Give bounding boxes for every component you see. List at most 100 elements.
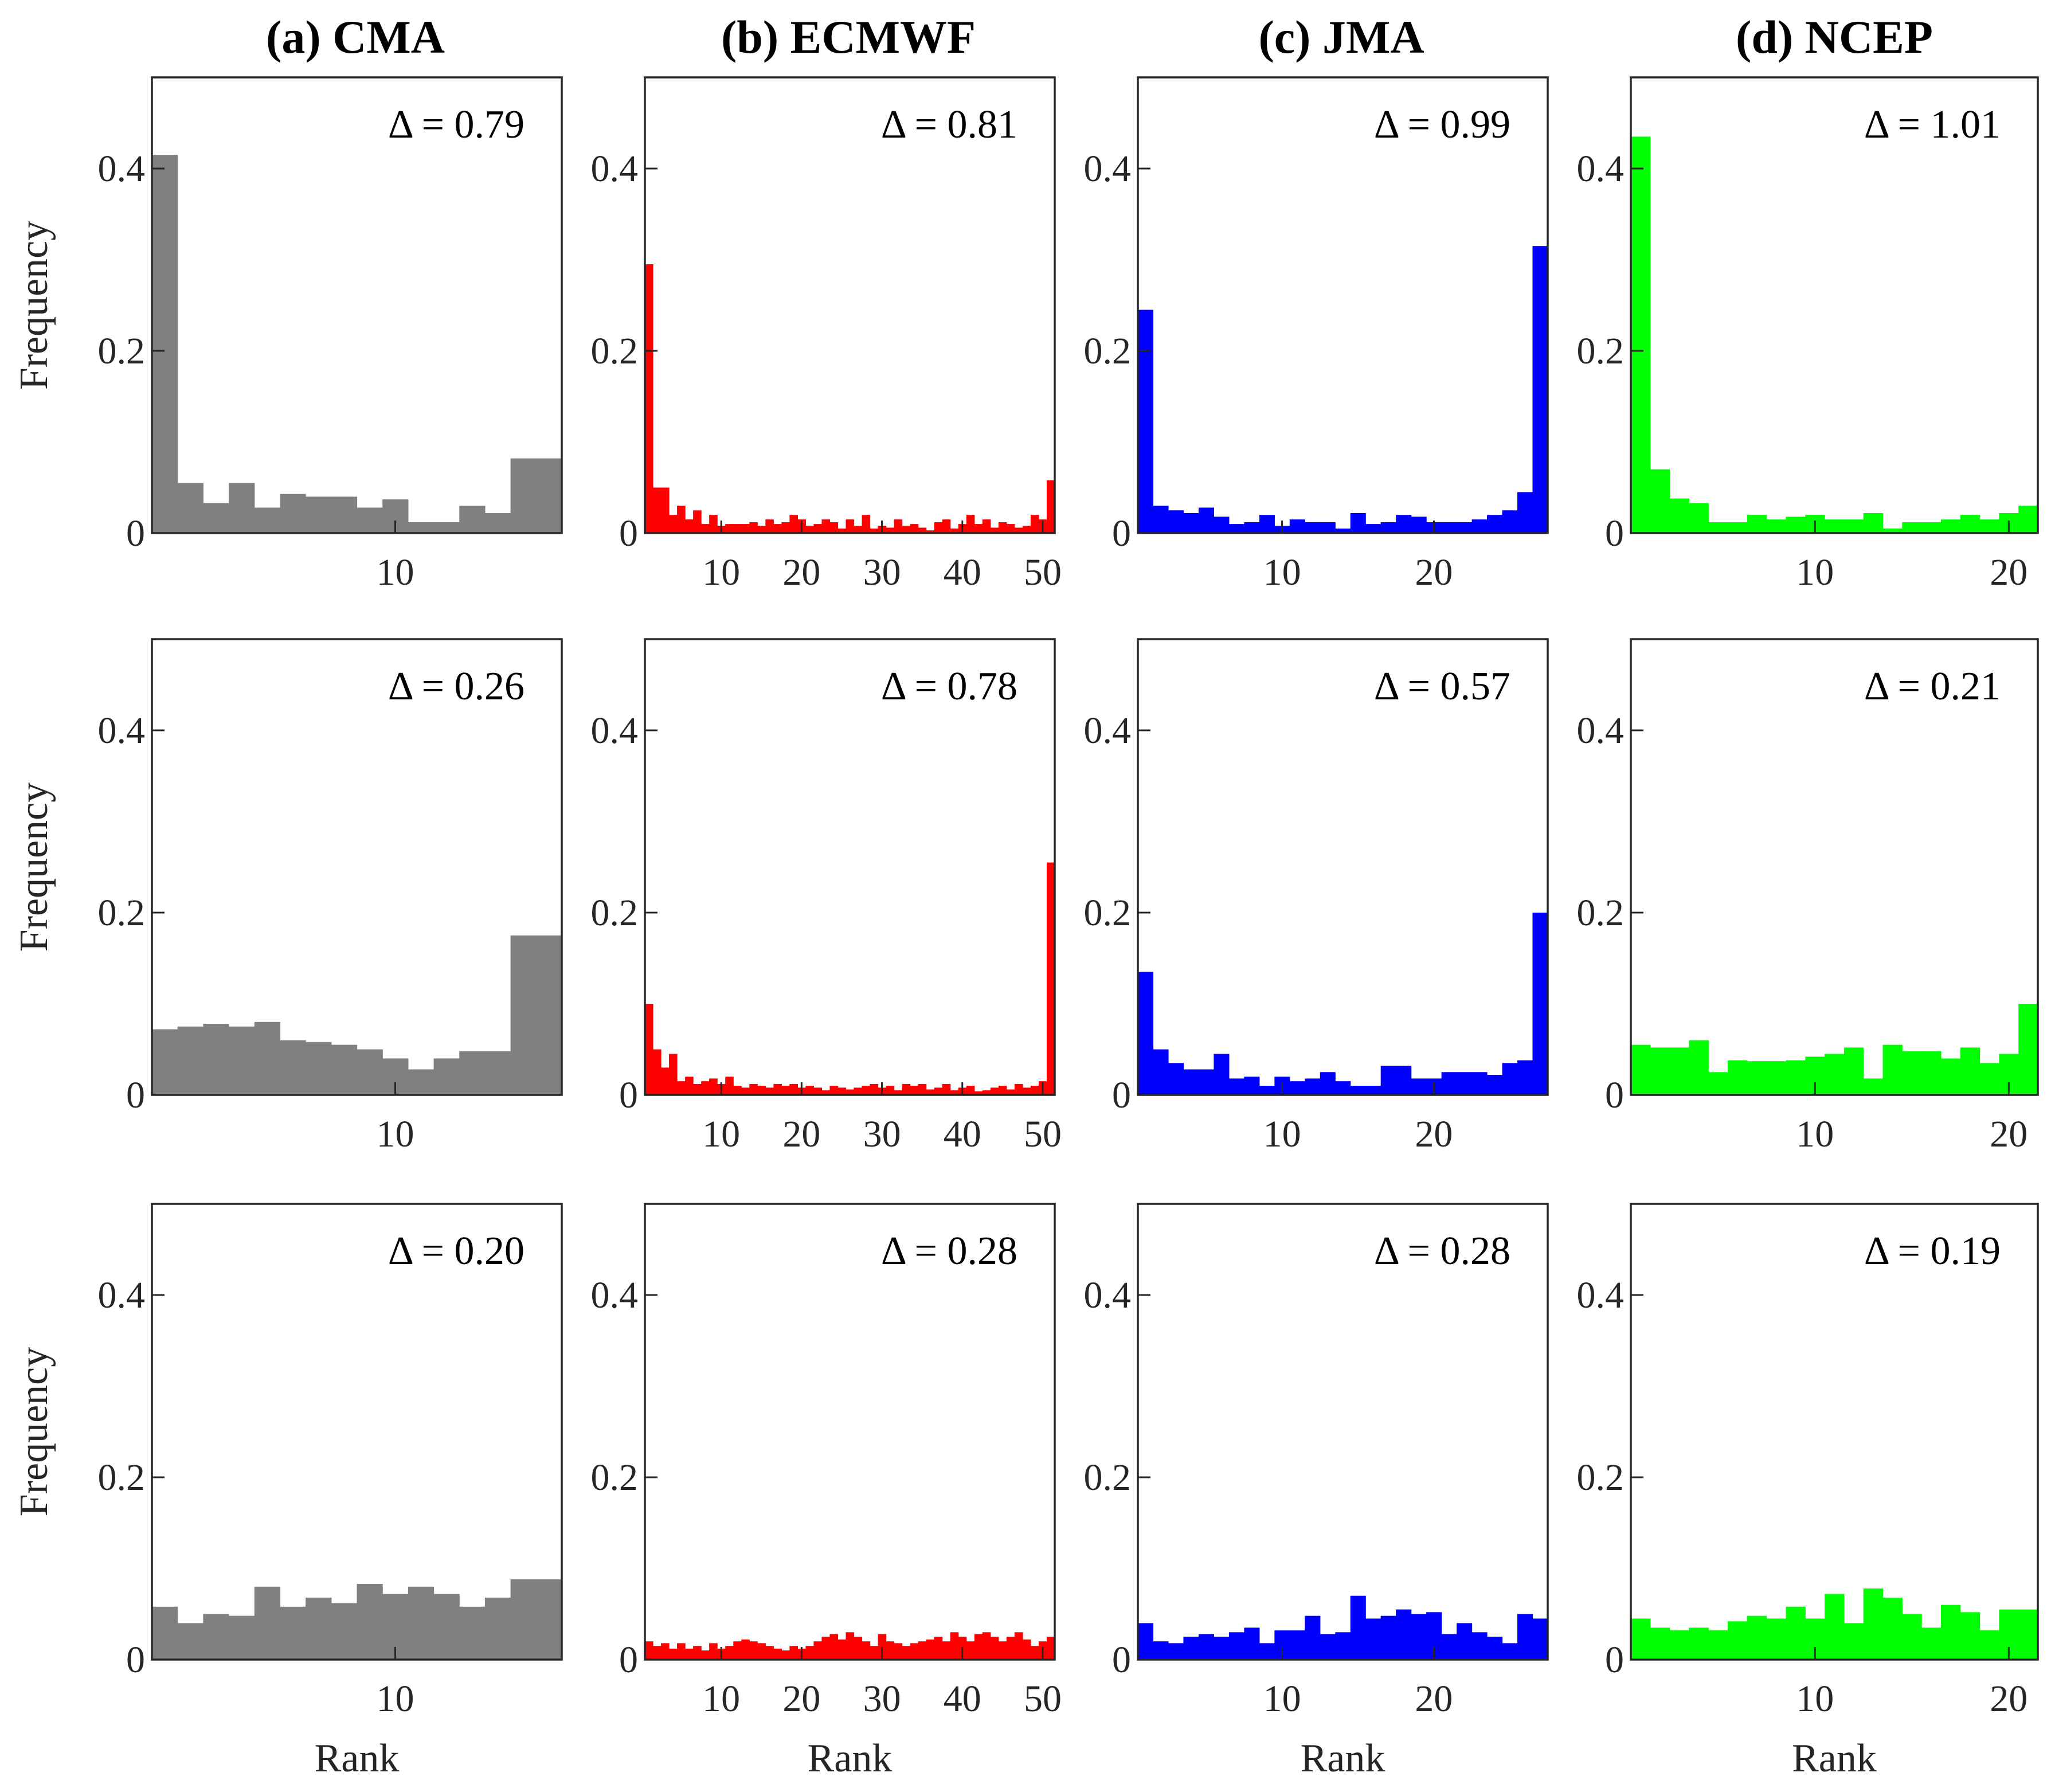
bar-rank-23 — [1471, 519, 1488, 533]
x-tick-label: 20 — [1415, 1678, 1453, 1720]
bar-rank-43 — [982, 519, 991, 533]
bar-rank-4 — [229, 1615, 255, 1660]
bar-rank-8 — [701, 1650, 710, 1660]
bar-rank-15 — [510, 458, 537, 533]
x-axis: 10 20 30 40 50 — [702, 1082, 1062, 1155]
bar-rank-2 — [177, 1026, 203, 1095]
bar-rank-6 — [1214, 1637, 1230, 1660]
bar-rank-5 — [677, 1643, 686, 1660]
bar-rank-4 — [669, 1648, 678, 1660]
bar-rank-16 — [536, 935, 562, 1095]
x-tick-label: 10 — [377, 1113, 414, 1155]
bar-rank-8 — [331, 496, 358, 533]
x-axis: 10 — [377, 1647, 414, 1720]
delta-annotation: Δ = 0.79 — [388, 103, 525, 147]
bar-rank-25 — [837, 1087, 847, 1095]
bar-rank-5 — [254, 1022, 281, 1095]
bar-rank-22 — [1457, 522, 1473, 533]
bar-rank-34 — [910, 524, 919, 533]
bar-rank-15 — [510, 935, 537, 1095]
y-axis: 0 0.2 0.4 — [591, 710, 657, 1116]
y-tick-label: 0.4 — [1084, 1274, 1132, 1316]
bar-rank-46 — [1006, 524, 1015, 533]
y-tick-label: 0.4 — [1577, 1274, 1625, 1316]
bar-rank-8 — [1244, 522, 1260, 533]
bar-rank-31 — [886, 1086, 895, 1095]
bar-rank-14 — [1882, 1044, 1903, 1095]
x-axis-title: Rank — [1301, 1736, 1385, 1781]
bar-rank-51 — [1046, 862, 1055, 1095]
bar-rank-21 — [2018, 1609, 2038, 1660]
bar-rank-7 — [1228, 1078, 1244, 1095]
y-tick-label: 0 — [1605, 1074, 1624, 1116]
delta-annotation: Δ = 0.19 — [1864, 1229, 2001, 1273]
bar-rank-16 — [765, 519, 774, 533]
axes-frame — [1137, 76, 1549, 534]
delta-annotation: Δ = 0.99 — [1374, 103, 1510, 147]
bar-rank-26 — [1517, 492, 1533, 533]
bar-rank-5 — [1708, 522, 1728, 533]
bar-rank-18 — [781, 522, 790, 533]
x-axis-title: Rank — [1792, 1736, 1877, 1781]
bar-rank-51 — [1046, 480, 1055, 533]
bar-rank-37 — [934, 1637, 943, 1660]
column-title-cma: (a) CMA — [266, 11, 445, 63]
bar-rank-3 — [203, 1614, 229, 1660]
y-tick-label: 0.2 — [98, 892, 146, 934]
bar-rank-48 — [1022, 526, 1031, 533]
bar-rank-6 — [1214, 517, 1230, 533]
y-tick-label: 0 — [1112, 1639, 1131, 1681]
column-title-ncep: (d) NCEP — [1736, 11, 1933, 63]
bar-rank-16 — [536, 1579, 562, 1660]
y-tick-label: 0.2 — [1084, 330, 1132, 372]
bar-rank-17 — [773, 524, 782, 533]
bar-rank-9 — [357, 507, 383, 533]
bar-rank-13 — [1320, 1072, 1336, 1095]
bar-rank-12 — [1305, 1615, 1321, 1660]
y-axis: 0 0.2 0.4 — [98, 710, 165, 1116]
x-tick-label: 30 — [863, 1678, 901, 1720]
bar-rank-27 — [1532, 913, 1548, 1095]
bar-rank-2 — [1650, 469, 1670, 533]
bar-rank-21 — [805, 1646, 815, 1660]
bar-rank-12 — [433, 1594, 460, 1660]
panel-r1c2: 0 0.2 0.4 10 20 Δ = 0.57 — [1084, 638, 1549, 1155]
bar-rank-2 — [1153, 506, 1169, 533]
y-tick-label: 0.2 — [1084, 892, 1132, 934]
bar-rank-26 — [846, 519, 855, 533]
y-tick-label: 0.2 — [98, 330, 146, 372]
bar-rank-24 — [1487, 515, 1503, 533]
bar-rank-29 — [870, 1083, 879, 1095]
bar-rank-27 — [854, 1087, 863, 1095]
y-axis-title: Frequency — [12, 221, 56, 390]
bar-rank-27 — [1532, 1618, 1548, 1660]
bar-series — [1631, 136, 2038, 534]
bar-rank-11 — [1825, 1594, 1845, 1660]
bar-rank-16 — [765, 1646, 774, 1660]
bar-rank-12 — [433, 1058, 460, 1095]
bar-rank-1 — [1138, 972, 1154, 1095]
bar-rank-12 — [1305, 1078, 1321, 1095]
bar-rank-14 — [1335, 1081, 1351, 1095]
bar-rank-2 — [1650, 1047, 1670, 1095]
y-tick-label: 0 — [126, 512, 145, 554]
bar-rank-3 — [661, 1067, 670, 1095]
bar-rank-11 — [725, 1646, 734, 1660]
bar-rank-47 — [1014, 527, 1023, 533]
bar-rank-13 — [1863, 1588, 1884, 1660]
bar-rank-39 — [950, 1090, 959, 1095]
panel-r2c1: 0 0.2 0.4 10 20 30 40 50 Δ = 0.28 Rank — [591, 1203, 1062, 1781]
bar-rank-49 — [1030, 1086, 1039, 1095]
bar-rank-11 — [1289, 519, 1305, 533]
panel-r0c0: 0 0.2 0.4 10 Δ = 0.79 Frequency — [12, 76, 563, 593]
bar-rank-5 — [254, 1586, 281, 1660]
bar-rank-39 — [950, 1632, 959, 1660]
bar-rank-2 — [653, 1646, 662, 1660]
bar-rank-8 — [331, 1603, 358, 1660]
bar-rank-8 — [1244, 1627, 1260, 1660]
panel-r0c3: 0 0.2 0.4 10 20 Δ = 1.01 — [1577, 76, 2039, 593]
bar-rank-26 — [1517, 1060, 1533, 1095]
axes-frame — [151, 638, 563, 1096]
y-tick-label: 0 — [619, 1639, 638, 1681]
bar-rank-3 — [203, 1023, 229, 1095]
